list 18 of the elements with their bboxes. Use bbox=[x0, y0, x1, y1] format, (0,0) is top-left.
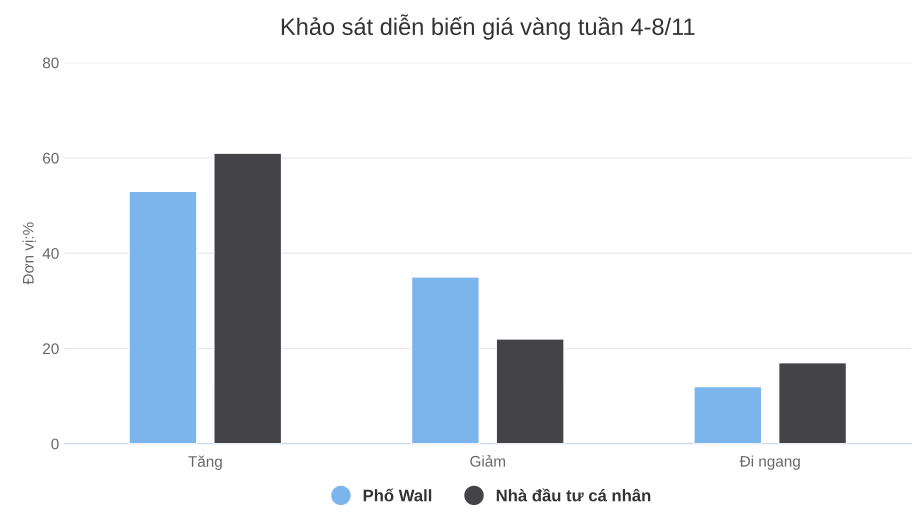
x-tick-label: Đi ngang bbox=[740, 456, 800, 470]
bar bbox=[778, 362, 848, 444]
bar bbox=[496, 338, 565, 444]
legend-label: Phố Wall bbox=[364, 488, 432, 502]
y-tick-label: 20 bbox=[43, 343, 59, 354]
bar bbox=[693, 386, 762, 444]
chart-title: Khảo sát diễn biến giá vàng tuần 4-8/11 bbox=[282, 14, 694, 40]
bar bbox=[128, 190, 198, 444]
y-tick-label: 40 bbox=[42, 248, 59, 259]
bar bbox=[410, 276, 480, 444]
y-tick-label: 0 bbox=[51, 438, 59, 450]
x-tick-label: Tăng bbox=[188, 456, 222, 470]
y-axis-title: Đơn vị:% bbox=[22, 222, 36, 284]
y-tick-label: 80 bbox=[42, 58, 59, 68]
y-tick-label: 60 bbox=[43, 152, 59, 164]
x-tick-label: Giảm bbox=[470, 455, 506, 467]
bar bbox=[213, 152, 282, 444]
legend-label: Nhà đầu tư cá nhân bbox=[496, 488, 650, 502]
